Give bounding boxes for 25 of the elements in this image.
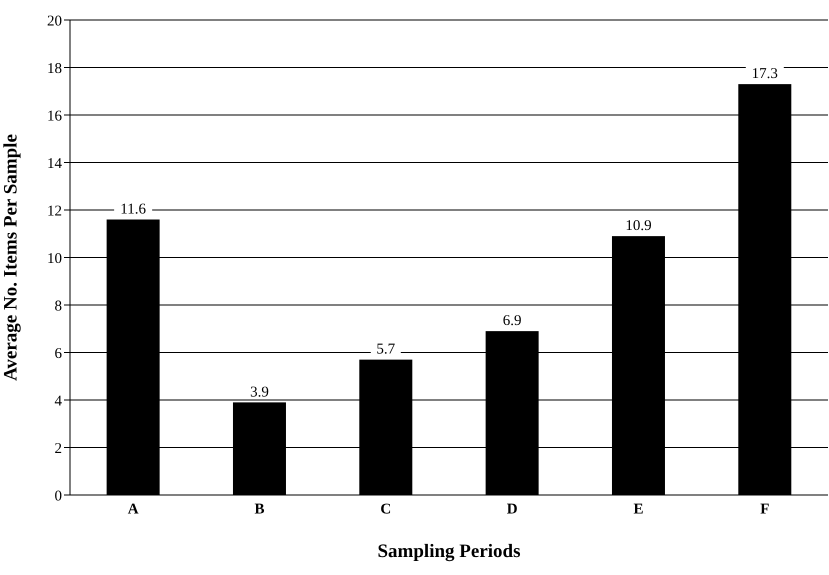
x-tick-label: F — [760, 502, 770, 518]
y-tick-label: 16 — [47, 108, 62, 124]
x-tick-label: E — [633, 502, 644, 518]
data-label: 11.6 — [120, 202, 146, 218]
x-tick-label: C — [380, 502, 392, 518]
x-tick-label: B — [254, 502, 265, 518]
y-tick-label: 0 — [54, 488, 62, 504]
data-label: 17.3 — [752, 66, 778, 82]
y-tick-label: 4 — [54, 393, 62, 410]
x-tick-label: A — [128, 502, 139, 518]
y-tick-label: 20 — [47, 13, 62, 30]
y-axis-title: Average No. Items Per Sample — [0, 134, 22, 381]
data-label: 5.7 — [376, 342, 396, 358]
y-tick-label: 18 — [47, 60, 62, 77]
y-tick-label: 8 — [54, 298, 62, 314]
data-label: 6.9 — [502, 313, 522, 330]
y-tick-label: 6 — [54, 346, 62, 362]
x-axis-title: Sampling Periods — [377, 541, 521, 562]
y-tick-label: 14 — [47, 156, 62, 172]
y-tick-label: 12 — [47, 203, 62, 220]
data-label: 3.9 — [250, 384, 269, 400]
x-tick-label: D — [506, 502, 518, 518]
y-tick-label: 10 — [47, 250, 62, 267]
data-label: 10.9 — [625, 218, 652, 234]
y-tick-label: 2 — [54, 440, 62, 457]
